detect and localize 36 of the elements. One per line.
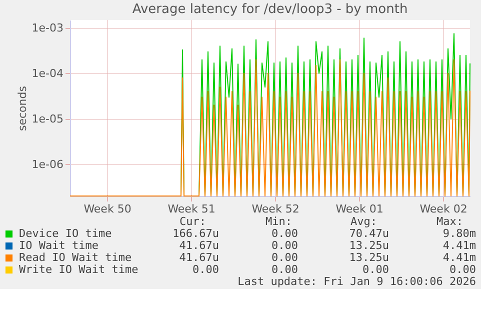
text: 4.41m	[442, 251, 476, 264]
legend-label: Device IO time	[19, 227, 112, 240]
legend-label: Write IO Wait time	[19, 263, 138, 276]
text: 13.25u	[349, 239, 389, 252]
text: Avg:	[350, 215, 377, 228]
text: 13.25u	[349, 251, 389, 264]
x-tick-label: Week 01	[336, 202, 384, 216]
y-tick-label: 1e-06	[32, 158, 64, 171]
text: Min:	[266, 215, 292, 228]
text: 0.00	[192, 263, 219, 276]
y-axis-title: seconds	[16, 86, 29, 131]
y-tick-label: 1e-05	[32, 112, 64, 126]
text: 0.00	[272, 227, 298, 240]
y-tick-label: 1e-04	[32, 66, 64, 80]
text: 0.00	[272, 239, 298, 252]
chart-title: Average latency for /dev/loop3 - by month	[132, 2, 408, 17]
text: 41.67u	[179, 251, 219, 264]
text: 9.80m	[442, 227, 476, 240]
legend-label: Read IO Wait time	[19, 251, 132, 264]
text: Cur:	[180, 215, 206, 228]
text: 4.41m	[442, 239, 476, 252]
text: 0.00	[272, 263, 298, 276]
text: 166.67u	[172, 227, 219, 240]
text: 0.00	[362, 263, 389, 276]
text: Last update: Fri Jan 9 16:00:06 2026	[238, 275, 476, 288]
text: Max:	[436, 215, 463, 228]
legend-label: IO Wait time	[19, 239, 98, 252]
x-tick-label: Week 52	[252, 202, 300, 216]
text: 0.00	[450, 263, 476, 276]
x-tick-label: Week 50	[84, 202, 132, 216]
x-tick-label: Week 51	[168, 202, 216, 216]
text: 41.67u	[179, 239, 219, 252]
text: 0.00	[272, 251, 298, 264]
text: 70.47u	[349, 227, 389, 240]
y-tick-label: 1e-03	[32, 22, 64, 34]
x-tick-label: Week 02	[420, 202, 468, 216]
